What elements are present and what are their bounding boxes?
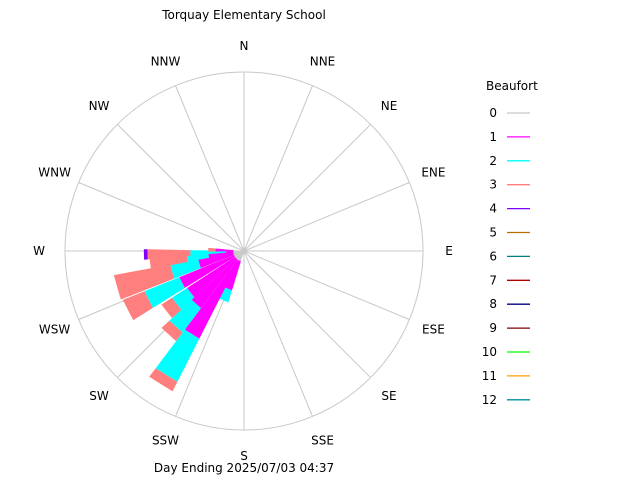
direction-label-wsw: WSW [39, 323, 70, 337]
direction-label-nnw: NNW [151, 55, 181, 69]
grid-spoke-sse [243, 250, 313, 417]
wedge-segment-beaufort-1 [179, 255, 235, 288]
direction-label-ese: ESE [422, 323, 445, 337]
wedge-segment-beaufort-0 [236, 251, 244, 260]
wedge-segment-beaufort-0 [233, 251, 244, 255]
direction-label-e: E [445, 244, 453, 258]
grid-spoke-se [243, 250, 371, 378]
wedge-segment-beaufort-3 [122, 291, 153, 321]
wedge-segment-beaufort-0 [243, 251, 245, 262]
wedge-segment-beaufort-2 [169, 299, 201, 333]
legend-label: 9 [489, 321, 497, 335]
direction-label-n: N [240, 39, 249, 53]
legend-label: 10 [482, 345, 497, 359]
direction-label-w: W [33, 244, 45, 258]
direction-labels: N NNE NE ENE E ESE SE SSE S SSW SW WSW W WNW NW NNW [33, 39, 453, 463]
wedge-segment-beaufort-1 [224, 260, 241, 291]
grid-spoke-nw [117, 124, 245, 252]
wind-wedges [113, 247, 245, 392]
direction-label-sw: SW [89, 389, 109, 403]
legend-label: 6 [489, 249, 497, 263]
wedge-segment-beaufort-3 [161, 320, 183, 342]
legend-label: 3 [489, 178, 497, 192]
grid-spoke-ne [243, 124, 371, 252]
wedge-segment-beaufort-3 [161, 297, 182, 319]
wedge-segment-beaufort-1 [215, 248, 234, 252]
legend-title: Beaufort [486, 79, 538, 93]
direction-label-se: SE [381, 389, 396, 403]
legend-label: 12 [482, 393, 497, 407]
grid-spoke-nnw [175, 85, 245, 252]
wedge-segment-beaufort-2 [170, 259, 201, 279]
wedge-segment-beaufort-1 [184, 259, 240, 339]
wedge-segment-beaufort-3 [113, 264, 175, 300]
legend-label: 2 [489, 154, 497, 168]
direction-label-wnw: WNW [38, 166, 71, 180]
wedge-segment-beaufort-1 [187, 256, 237, 298]
wedge-segment-beaufort-0 [233, 250, 244, 252]
direction-label-s: S [240, 449, 248, 463]
direction-label-ne: NE [381, 99, 398, 113]
legend-label: 7 [489, 273, 497, 287]
wedge-segment-beaufort-4 [143, 249, 148, 260]
wedge-segment-beaufort-2 [155, 329, 200, 382]
wedge-segment-beaufort-0 [235, 251, 244, 259]
wedge-segment-beaufort-1 [191, 258, 238, 309]
wedge-segment-beaufort-3 [208, 247, 216, 252]
legend-label: 5 [489, 226, 497, 240]
wedge-segment-beaufort-2 [171, 288, 195, 310]
wedge-segment-beaufort-2 [144, 277, 185, 308]
grid-spoke-ene [243, 182, 410, 252]
legend-label: 1 [489, 130, 497, 144]
wedge-segment-beaufort-0 [237, 251, 244, 261]
direction-label-nw: NW [89, 99, 110, 113]
chart-title: Torquay Elementary School [161, 8, 326, 22]
wedge-segment-beaufort-0 [234, 251, 244, 257]
grid-spoke-wnw [78, 182, 245, 252]
legend-label: 11 [482, 369, 497, 383]
wedge-segment-beaufort-2 [218, 287, 232, 303]
wedge-segment-beaufort-2 [190, 250, 227, 256]
wedge-segment-beaufort-0 [239, 251, 244, 262]
legend-label: 8 [489, 297, 497, 311]
wedge-segment-beaufort-3 [147, 249, 191, 260]
legend-label: 4 [489, 202, 497, 216]
wedge-segment-beaufort-1 [198, 253, 234, 269]
direction-label-nne: NNE [310, 55, 336, 69]
grid-spoke-nne [243, 85, 313, 252]
direction-label-ene: ENE [421, 166, 445, 180]
legend-label: 0 [489, 106, 497, 120]
chart-subtitle: Day Ending 2025/07/03 04:37 [154, 461, 334, 475]
wedge-segment-beaufort-3 [149, 368, 178, 392]
direction-label-ssw: SSW [152, 433, 179, 447]
grid-spoke-ese [243, 250, 410, 320]
direction-label-sse: SSE [311, 433, 334, 447]
